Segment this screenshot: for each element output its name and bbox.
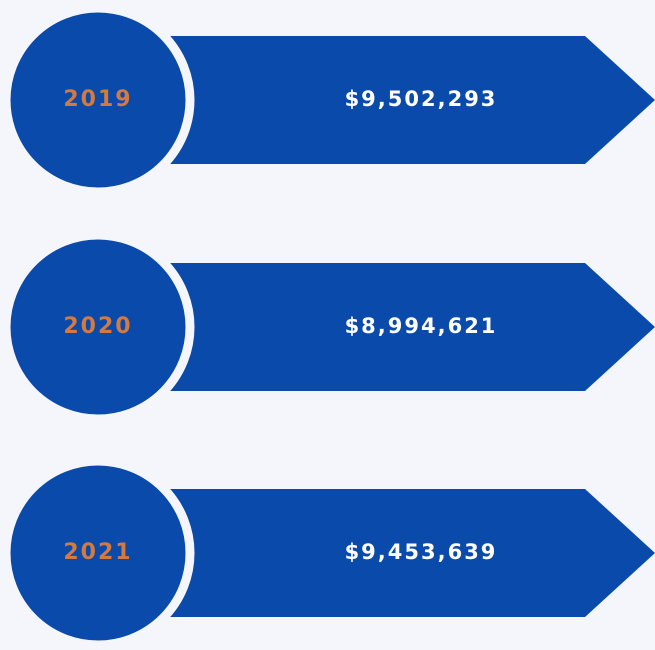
amount-label: $9,453,639	[345, 540, 498, 564]
year-circle	[1, 3, 195, 197]
year-label: 2019	[63, 87, 132, 112]
arrow-banner	[170, 263, 655, 391]
arrow-banner	[170, 489, 655, 617]
year-label: 2021	[63, 540, 132, 565]
year-circle	[1, 230, 195, 424]
year-circle	[1, 456, 195, 650]
amount-label: $8,994,621	[345, 314, 498, 338]
amount-label: $9,502,293	[345, 87, 498, 111]
year-label: 2020	[63, 314, 132, 339]
arrow-banner	[170, 36, 655, 164]
